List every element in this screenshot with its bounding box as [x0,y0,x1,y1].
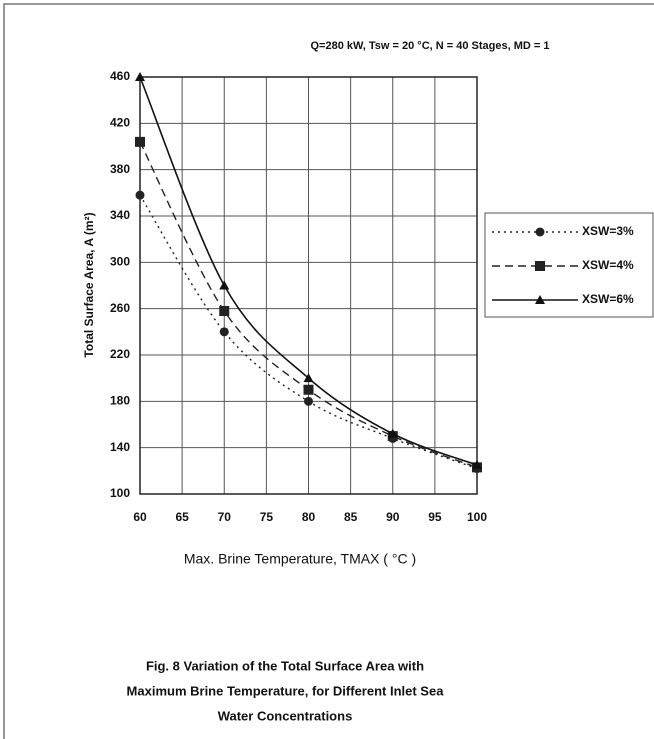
y-tick-label: 460 [110,69,130,83]
marker [472,460,482,470]
y-tick-label: 420 [110,116,130,130]
x-tick-label: 85 [344,510,358,524]
marker [304,396,313,406]
y-tick-label: 140 [110,440,130,454]
caption-line: Maximum Brine Temperature, for Different… [127,683,445,698]
marker [535,295,545,304]
x-tick-label: 60 [133,510,147,524]
y-tick-label: 380 [110,162,130,176]
y-tick-label: 260 [110,301,130,315]
series-line [139,76,478,466]
series-line [139,194,478,470]
marker [219,305,230,316]
marker [535,227,545,237]
y-tick-label: 220 [110,347,130,361]
x-tick-label: 65 [175,510,189,524]
y-tick-label: 300 [110,255,130,269]
chart-title: Q=280 kW, Tsw = 20 °C, N = 40 Stages, MD… [311,40,550,52]
marker [219,280,230,290]
x-tick-label: 80 [302,510,316,524]
y-tick-label: 100 [110,486,130,500]
x-tick-label: 95 [428,510,442,524]
y-tick-label: 340 [110,208,130,222]
series-line [139,141,478,469]
marker [135,136,145,147]
x-tick-label: 70 [218,510,232,524]
y-tick-label: 180 [110,394,130,408]
marker [535,261,545,271]
marker [387,428,398,438]
x-tick-label: 75 [260,510,274,524]
y-axis-label: Total Surface Area, A (m²) [82,212,96,357]
plot-border [139,76,478,495]
x-tick-label: 90 [386,510,400,524]
legend-label: XSW=4% [582,258,634,272]
marker [135,72,145,81]
marker [303,373,314,383]
legend-label: XSW=3% [582,224,634,238]
x-axis-label: Max. Brine Temperature, TMAX ( °C ) [184,551,416,567]
x-tick-label: 100 [467,510,487,524]
legend-label: XSW=6% [582,292,634,306]
caption-line: Fig. 8 Variation of the Total Surface Ar… [146,658,424,673]
caption-line: Water Concentrations [218,708,353,723]
marker [135,190,145,200]
marker [303,384,314,395]
marker [219,327,229,337]
frame [3,3,654,739]
